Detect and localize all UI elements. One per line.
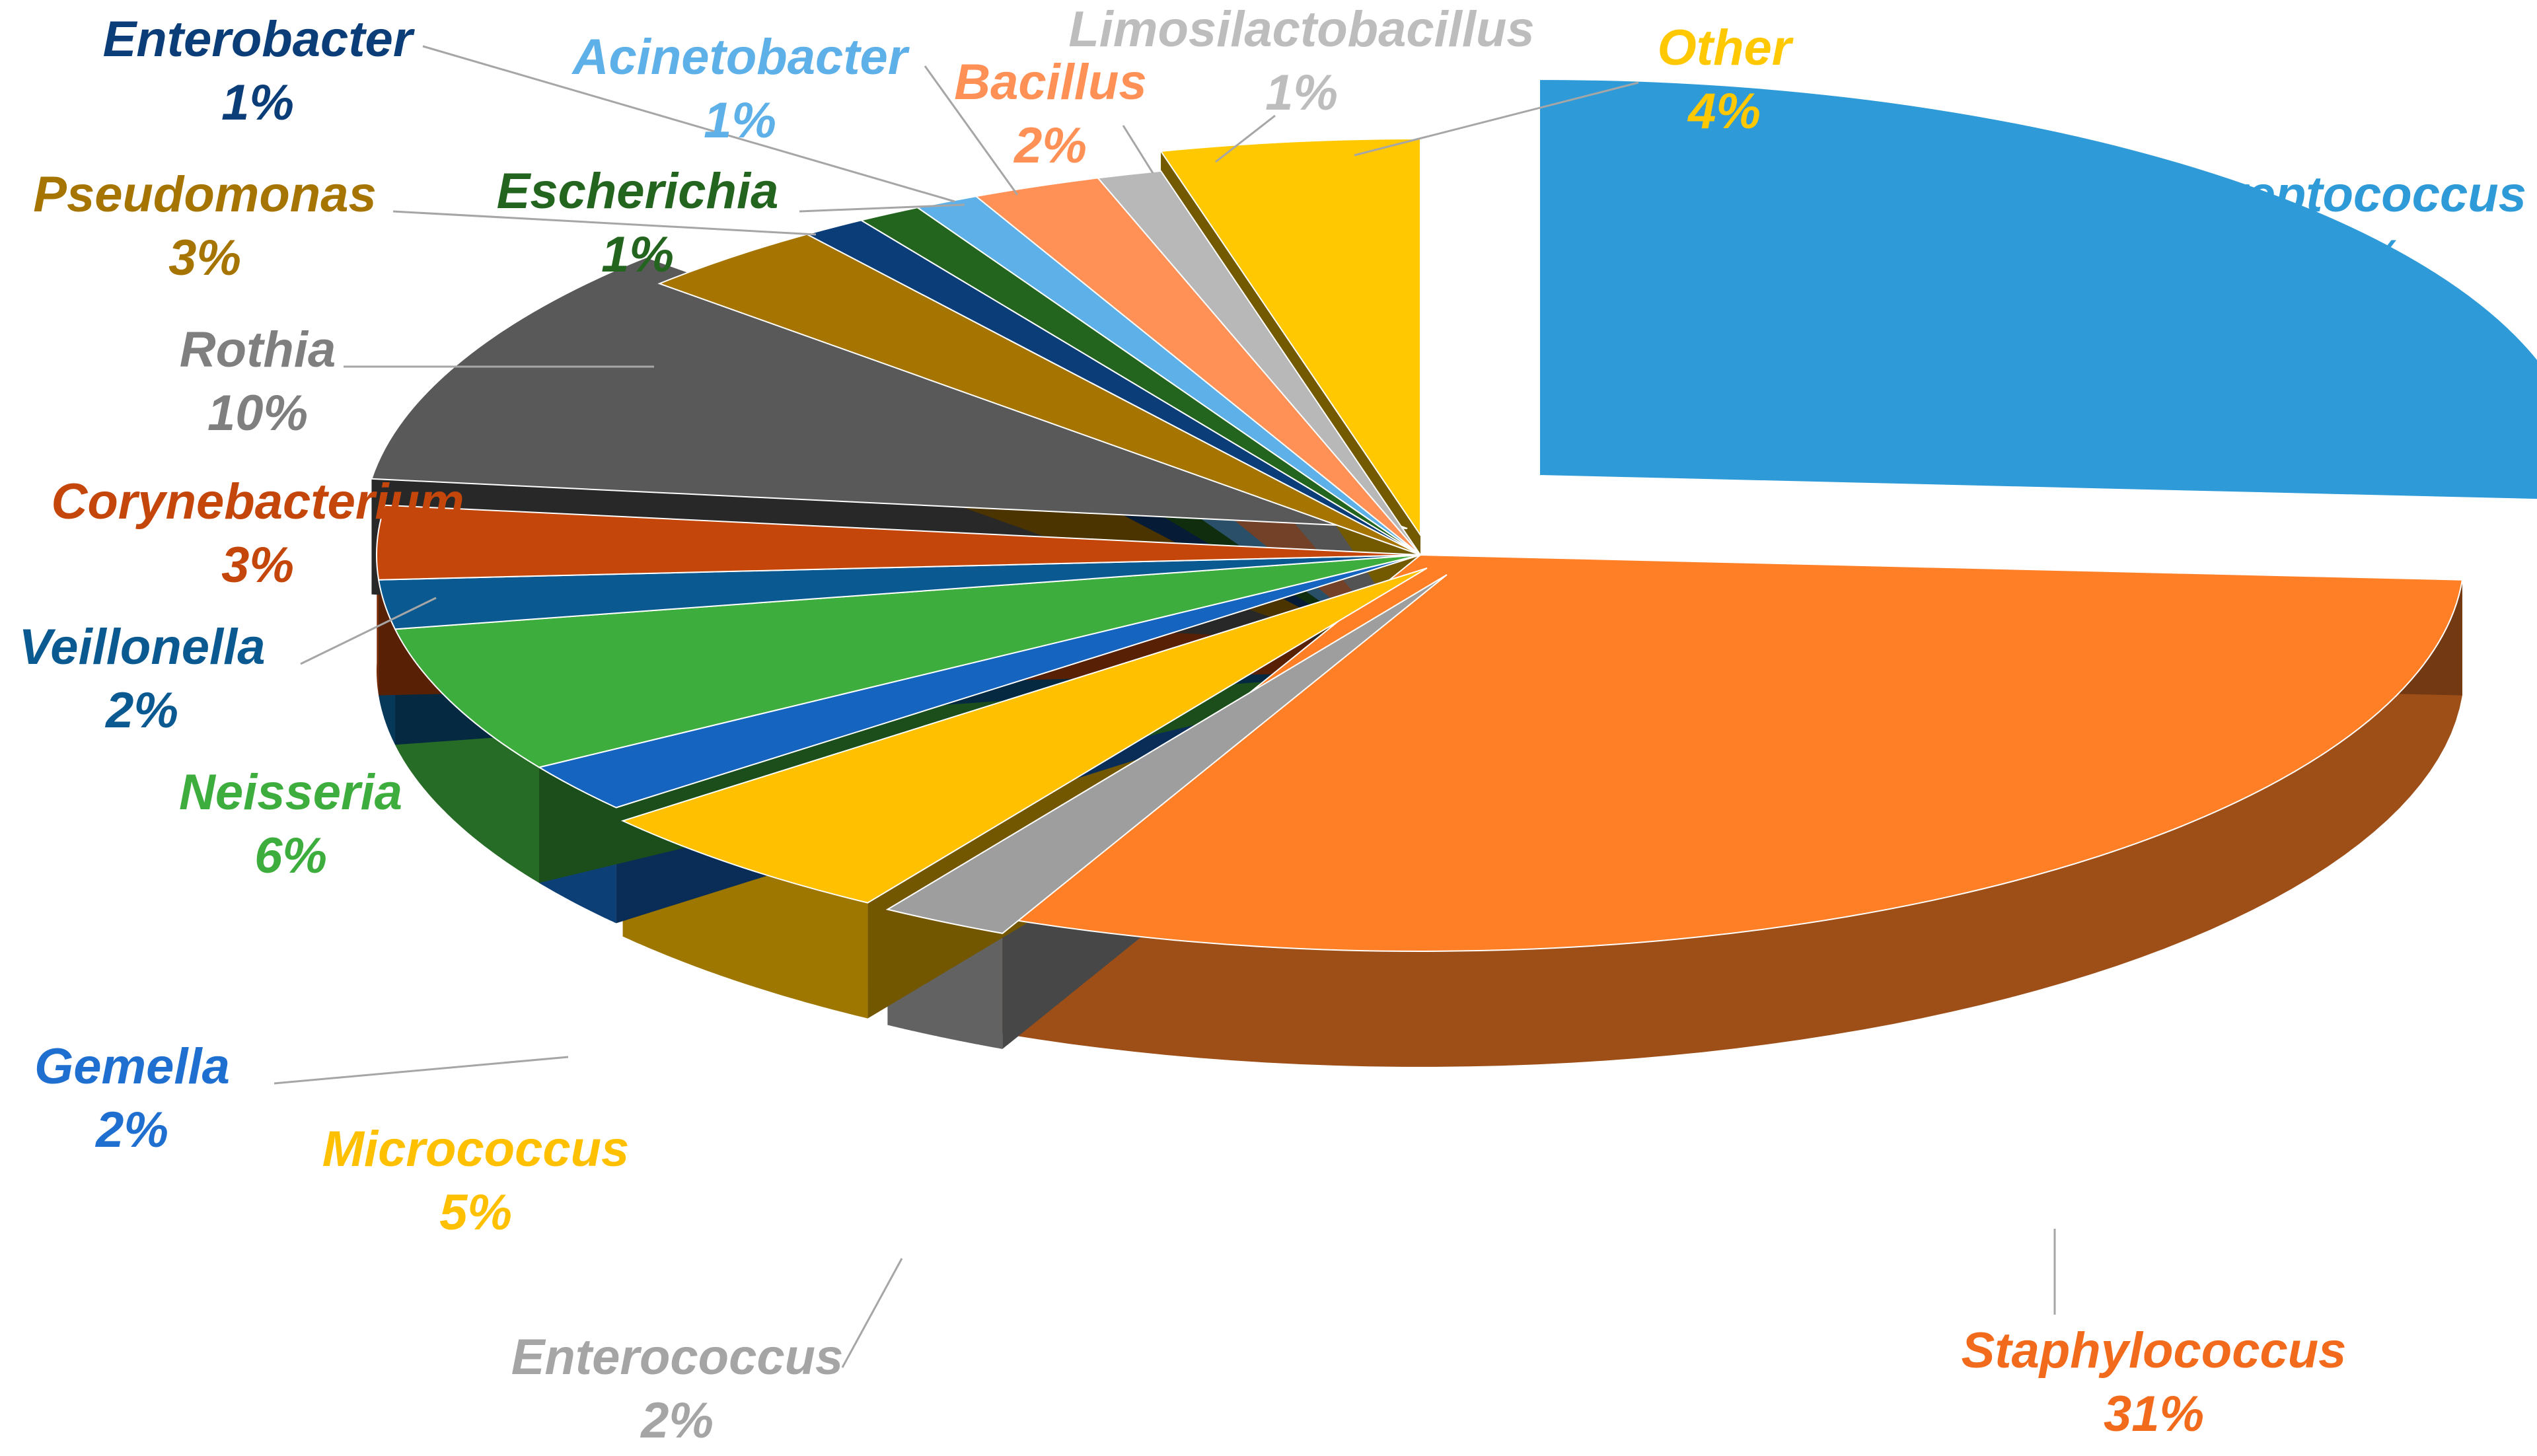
slice-rothia [371, 256, 1408, 529]
slice-pct-neisseria: 6% [254, 828, 327, 884]
slice-pct-veillonella: 2% [104, 682, 178, 739]
slice-streptococcus [1539, 78, 2537, 501]
slice-label-acinetobacter: Acinetobacter [571, 29, 910, 85]
slice-pct-bacillus: 2% [1013, 118, 1087, 174]
slice-micrococcus [620, 567, 1428, 904]
slice-label-bacillus: Bacillus [954, 54, 1146, 110]
slice-corynebacterium [375, 504, 1421, 581]
slice-label-micrococcus: Micrococcus [322, 1121, 630, 1177]
leader-line-enterobacter [422, 45, 955, 203]
slice-pct-other: 4% [1687, 83, 1761, 139]
slice-label-pseudomonas: Pseudomonas [33, 166, 376, 223]
slice-label-escherichia: Escherichia [497, 163, 779, 219]
slice-label-veillonella: Veillonella [18, 619, 265, 675]
pie-top-faces [371, 78, 2537, 953]
slice-pct-acinetobacter: 1% [704, 92, 776, 149]
leader-line-limosilactobacillus [1215, 114, 1276, 163]
slice-pct-rothia: 10% [207, 385, 308, 441]
slice-side-staphylococcus [976, 579, 2462, 1067]
leader-line-enterococcus [841, 1258, 903, 1368]
leader-line-bacillus [1122, 125, 1154, 174]
slice-limosilactobacillus [1096, 170, 1421, 556]
leader-line-pseudomonas [392, 210, 817, 236]
slice-label-enterobacter: Enterobacter [103, 11, 416, 67]
slice-pct-micrococcus: 5% [439, 1184, 512, 1241]
leader-line-veillonella [300, 597, 437, 665]
slice-label-gemella: Gemella [34, 1038, 230, 1095]
slice-pct-escherichia: 1% [601, 227, 674, 283]
slice-label-neisseria: Neisseria [179, 764, 402, 820]
slice-pct-gemella: 2% [94, 1102, 168, 1158]
slice-pct-streptococcus: 26% [2300, 230, 2402, 286]
slice-other [1159, 137, 1421, 538]
slice-label-other: Other [1658, 20, 1794, 76]
slice-label-rothia: Rothia [180, 322, 336, 378]
slice-label-corynebacterium: Corynebacterium [51, 474, 464, 530]
slice-label-enterococcus: Enterococcus [511, 1329, 844, 1385]
slice-pct-pseudomonas: 3% [168, 230, 241, 286]
slice-label-limosilactobacillus: Limosilactobacillus [1068, 1, 1534, 57]
slice-neisseria [394, 554, 1421, 768]
slice-pct-staphylococcus: 31% [2104, 1386, 2204, 1442]
slice-pseudomonas [657, 233, 1421, 556]
slice-label-streptococcus: Streptococcus [2178, 166, 2526, 223]
slice-pct-enterobacter: 1% [221, 75, 294, 131]
slice-pct-enterococcus: 2% [640, 1393, 714, 1449]
slice-enterococcus [885, 574, 1448, 934]
slice-labels: Streptococcus 26% Staphylococcus 31% Enteroc… [18, 1, 2526, 1449]
leader-line-acinetobacter [924, 65, 1019, 196]
leader-line-escherichia [799, 203, 965, 213]
leader-lines [274, 45, 2056, 1368]
leader-line-gemella [274, 1056, 569, 1085]
slice-label-staphylococcus: Staphylococcus [1962, 1323, 2347, 1379]
leader-line-other [1354, 81, 1639, 157]
slice-pct-corynebacterium: 3% [221, 537, 294, 593]
slice-pct-limosilactobacillus: 1% [1265, 65, 1338, 121]
